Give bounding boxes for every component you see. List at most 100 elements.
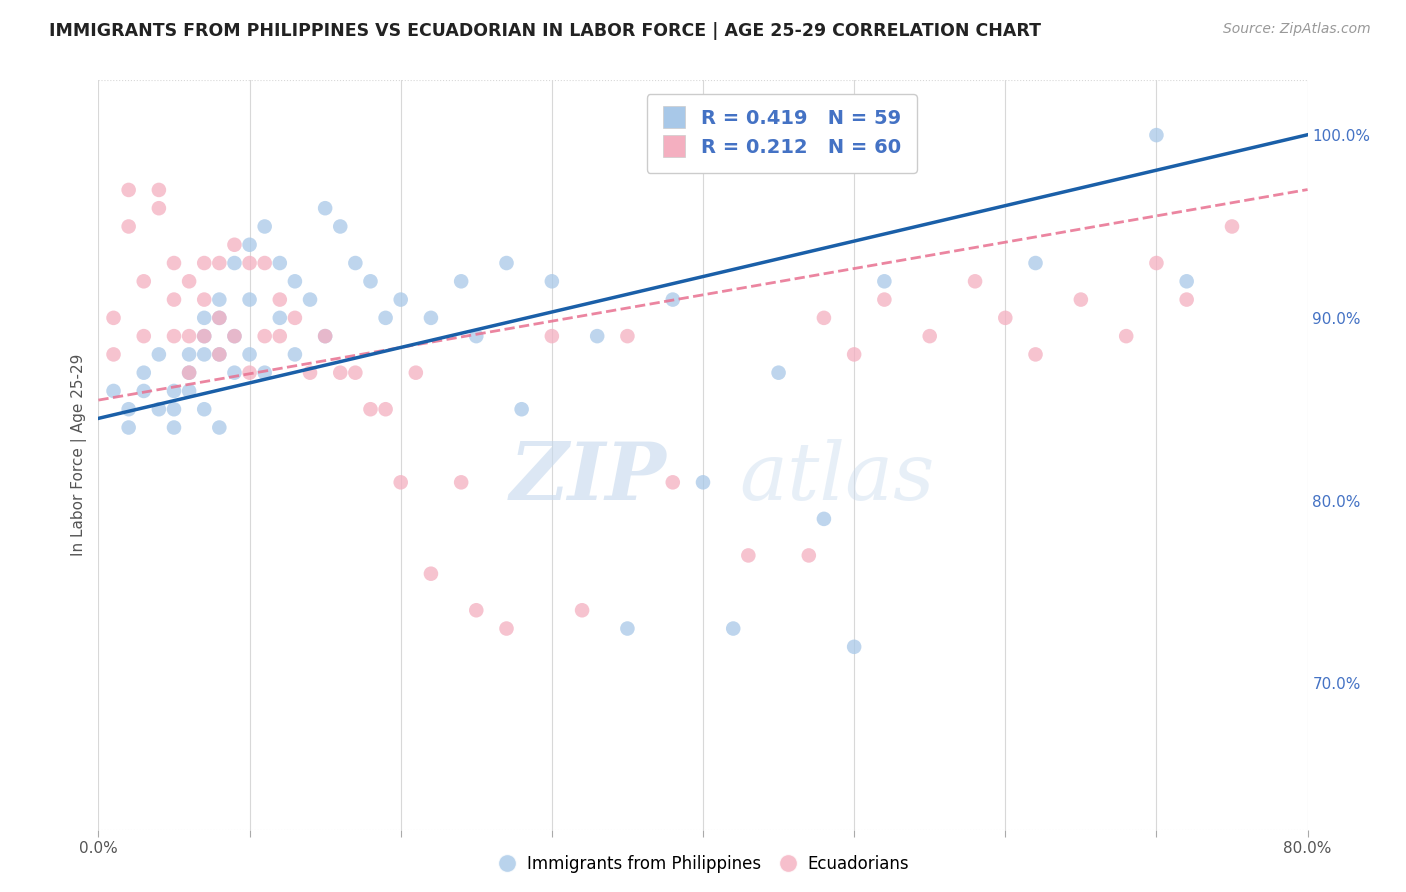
- Point: [118, 219, 141, 234]
- Point: [495, 256, 517, 270]
- Point: [253, 329, 276, 343]
- Point: [450, 475, 472, 490]
- Point: [239, 366, 262, 380]
- Point: [193, 347, 215, 361]
- Point: [450, 274, 472, 288]
- Point: [224, 329, 246, 343]
- Point: [118, 183, 141, 197]
- Point: [179, 366, 201, 380]
- Point: [873, 293, 896, 307]
- Point: [269, 310, 291, 325]
- Point: [253, 256, 276, 270]
- Point: [918, 329, 941, 343]
- Point: [193, 329, 215, 343]
- Text: IMMIGRANTS FROM PHILIPPINES VS ECUADORIAN IN LABOR FORCE | AGE 25-29 CORRELATION: IMMIGRANTS FROM PHILIPPINES VS ECUADORIA…: [49, 22, 1042, 40]
- Point: [208, 420, 231, 434]
- Point: [844, 640, 866, 654]
- Point: [132, 274, 155, 288]
- Point: [495, 622, 517, 636]
- Point: [253, 219, 276, 234]
- Point: [224, 256, 246, 270]
- Point: [1024, 347, 1046, 361]
- Point: [284, 310, 307, 325]
- Point: [873, 274, 896, 288]
- Point: [239, 237, 262, 252]
- Point: [284, 274, 307, 288]
- Point: [193, 402, 215, 417]
- Point: [224, 366, 246, 380]
- Point: [179, 274, 201, 288]
- Point: [314, 329, 336, 343]
- Point: [224, 329, 246, 343]
- Point: [163, 329, 186, 343]
- Point: [314, 201, 336, 215]
- Legend: R = 0.419   N = 59, R = 0.212   N = 60: R = 0.419 N = 59, R = 0.212 N = 60: [647, 94, 917, 172]
- Point: [148, 402, 170, 417]
- Point: [208, 310, 231, 325]
- Point: [163, 420, 186, 434]
- Point: [179, 329, 201, 343]
- Point: [208, 347, 231, 361]
- Point: [965, 274, 987, 288]
- Point: [344, 256, 367, 270]
- Point: [103, 310, 125, 325]
- Point: [1220, 219, 1243, 234]
- Text: Source: ZipAtlas.com: Source: ZipAtlas.com: [1223, 22, 1371, 37]
- Point: [132, 384, 155, 398]
- Point: [360, 274, 382, 288]
- Point: [239, 256, 262, 270]
- Point: [540, 274, 562, 288]
- Point: [586, 329, 609, 343]
- Point: [179, 366, 201, 380]
- Point: [1144, 128, 1167, 142]
- Point: [723, 622, 745, 636]
- Point: [692, 475, 714, 490]
- Y-axis label: In Labor Force | Age 25-29: In Labor Force | Age 25-29: [72, 354, 87, 556]
- Point: [344, 366, 367, 380]
- Point: [616, 329, 638, 343]
- Point: [768, 366, 790, 380]
- Point: [571, 603, 593, 617]
- Point: [163, 384, 186, 398]
- Point: [118, 420, 141, 434]
- Point: [844, 347, 866, 361]
- Point: [193, 329, 215, 343]
- Point: [179, 347, 201, 361]
- Point: [193, 293, 215, 307]
- Text: atlas: atlas: [740, 439, 935, 516]
- Point: [1024, 256, 1046, 270]
- Point: [148, 183, 170, 197]
- Point: [329, 366, 352, 380]
- Point: [465, 329, 488, 343]
- Point: [374, 310, 396, 325]
- Point: [465, 603, 488, 617]
- Point: [103, 347, 125, 361]
- Point: [1070, 293, 1092, 307]
- Point: [208, 310, 231, 325]
- Point: [737, 549, 759, 563]
- Point: [224, 237, 246, 252]
- Point: [314, 329, 336, 343]
- Point: [148, 201, 170, 215]
- Point: [193, 256, 215, 270]
- Point: [389, 293, 412, 307]
- Point: [239, 293, 262, 307]
- Point: [163, 402, 186, 417]
- Point: [208, 256, 231, 270]
- Point: [797, 549, 820, 563]
- Point: [420, 310, 443, 325]
- Point: [1175, 274, 1198, 288]
- Point: [208, 347, 231, 361]
- Point: [239, 347, 262, 361]
- Point: [329, 219, 352, 234]
- Point: [374, 402, 396, 417]
- Point: [1144, 256, 1167, 270]
- Point: [616, 622, 638, 636]
- Point: [299, 366, 322, 380]
- Point: [179, 384, 201, 398]
- Point: [360, 402, 382, 417]
- Point: [813, 512, 835, 526]
- Point: [132, 366, 155, 380]
- Point: [269, 293, 291, 307]
- Point: [284, 347, 307, 361]
